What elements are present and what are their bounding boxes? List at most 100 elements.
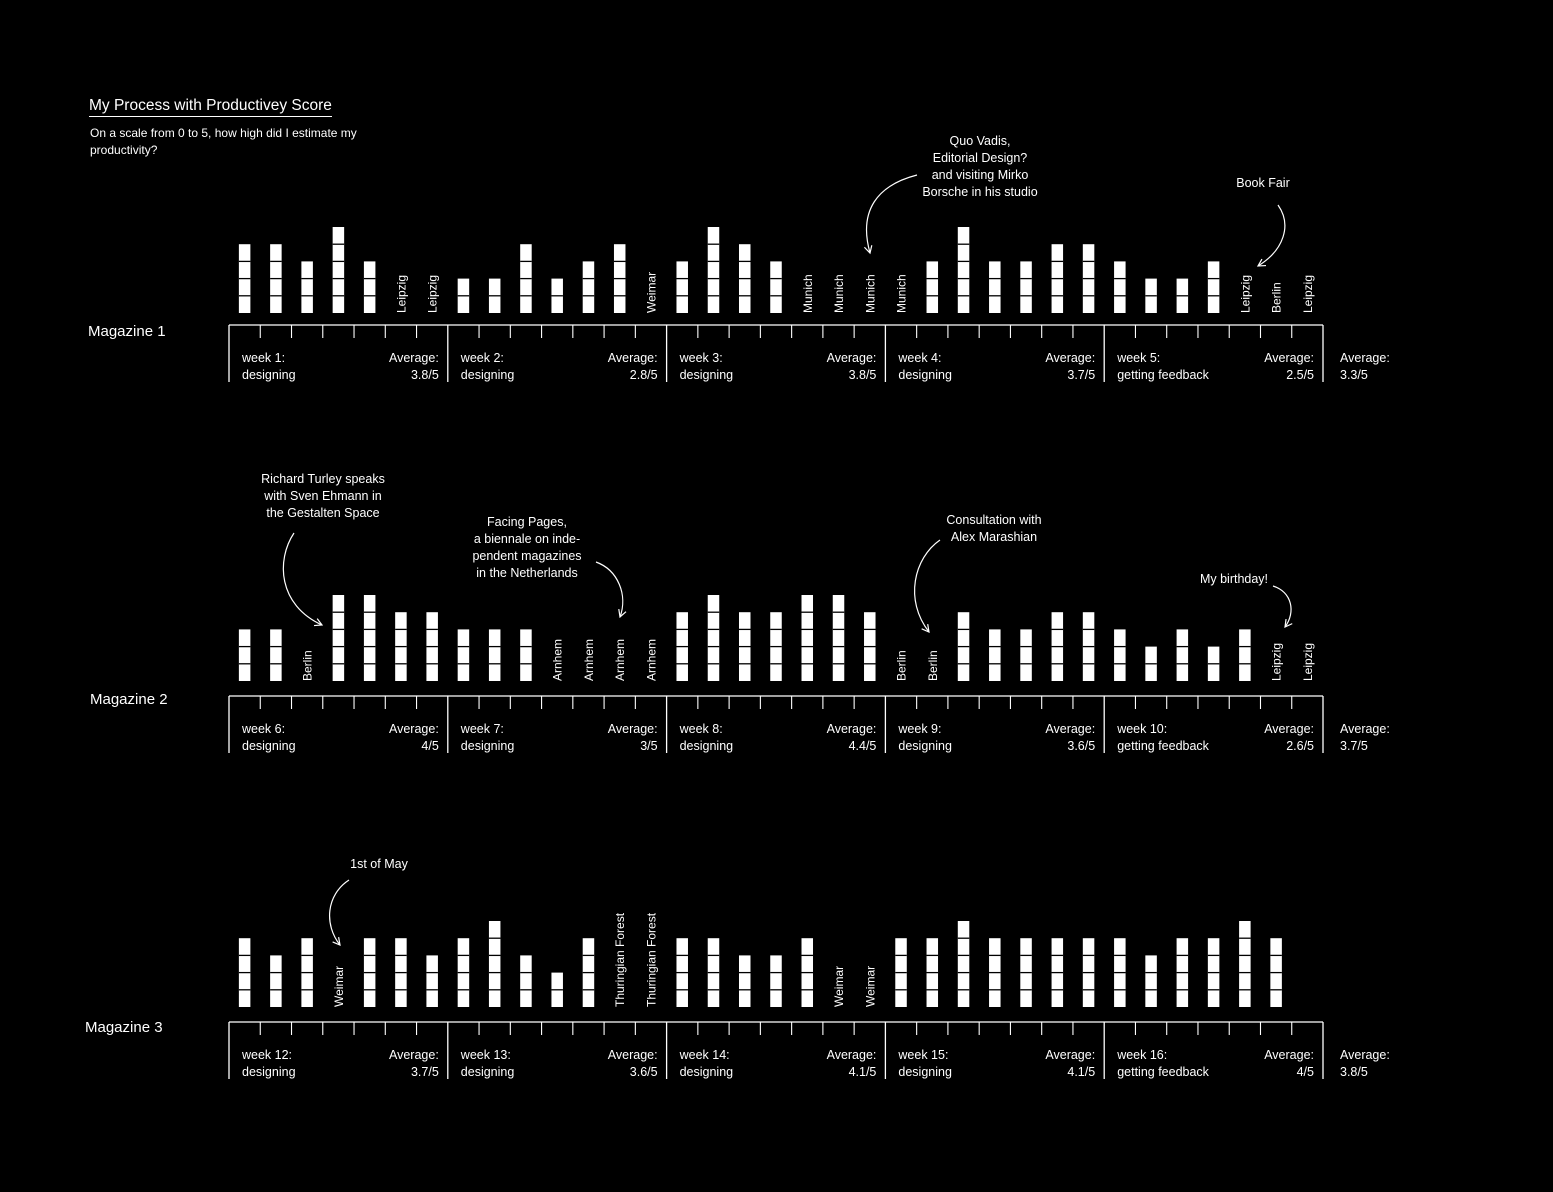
week-average-value: 3.8/5: [411, 368, 439, 382]
place-label: Arnhem: [644, 639, 658, 681]
place-label: Leipzig: [394, 275, 408, 313]
week-average-label: Average:: [827, 1048, 877, 1062]
score-bar: [270, 955, 282, 1007]
place-label: Leipzig: [1301, 275, 1315, 313]
place-label: Munich: [832, 274, 846, 313]
week-average-label: Average:: [389, 722, 439, 736]
score-bar: [707, 227, 720, 313]
week-phase: designing: [680, 368, 734, 382]
week-phase: designing: [242, 368, 296, 382]
magazine-row: Berlin Arnhem Arnhem Arnhem Arnhem Berlin Berl…: [228, 595, 1324, 753]
week-label: week 8:: [679, 722, 723, 736]
week-average-value: 4/5: [1297, 1065, 1314, 1079]
score-bar: [238, 629, 251, 681]
week-average-value: 3.6/5: [630, 1065, 658, 1079]
week-average-value: 3.7/5: [1067, 368, 1095, 382]
week-average-label: Average:: [1045, 722, 1095, 736]
overall-average-value: 3.7/5: [1340, 739, 1368, 753]
score-bar: [989, 629, 1001, 681]
week-average-label: Average:: [1045, 351, 1095, 365]
score-bar: [426, 955, 438, 1007]
week-average-value: 3.8/5: [849, 368, 877, 382]
annotation-text: 1st of May: [350, 857, 408, 871]
week-label: week 16:: [1116, 1048, 1167, 1062]
week-average-value: 2.6/5: [1286, 739, 1314, 753]
place-label: Weimar: [832, 966, 846, 1007]
week-average-label: Average:: [389, 351, 439, 365]
annotation-line: in the Netherlands: [476, 566, 577, 580]
place-label: Leipzig: [1301, 643, 1315, 681]
week-average-label: Average:: [827, 722, 877, 736]
week-label: week 14:: [679, 1048, 730, 1062]
score-bar: [301, 261, 313, 313]
week-phase: designing: [242, 1065, 296, 1079]
week-average-label: Average:: [1045, 1048, 1095, 1062]
place-label: Munich: [895, 274, 909, 313]
score-bar: [801, 595, 814, 681]
magazine-row: Weimar Thuringian Forest Thuringian Forest…: [228, 912, 1324, 1079]
week-average-label: Average:: [608, 1048, 658, 1062]
annotation-arrow: [329, 879, 350, 946]
chart-title: My Process with Productivey Score: [89, 97, 332, 117]
score-bar: [926, 261, 939, 313]
overall-average-label: Average:: [1340, 351, 1390, 365]
row-label: Magazine 3: [85, 1019, 163, 1036]
score-bar: [1114, 261, 1126, 313]
week-label: week 4:: [897, 351, 941, 365]
score-bar: [1020, 629, 1032, 681]
week-average-label: Average:: [608, 722, 658, 736]
annotation-text: My birthday!: [1200, 572, 1268, 586]
place-label: Thuringian Forest: [644, 912, 658, 1007]
week-phase: designing: [242, 739, 296, 753]
place-label: Berlin: [301, 650, 315, 681]
place-label: Munich: [801, 274, 815, 313]
place-label: Arnhem: [582, 639, 596, 681]
week-label: week 12:: [241, 1048, 292, 1062]
score-bar: [363, 595, 376, 681]
week-average-value: 3/5: [640, 739, 657, 753]
week-label: week 13:: [460, 1048, 511, 1062]
annotation-arrowhead: [332, 937, 341, 946]
score-bar: [488, 629, 501, 681]
week-label: week 3:: [679, 351, 723, 365]
score-bar: [520, 955, 532, 1007]
week-average-label: Average:: [389, 1048, 439, 1062]
place-label: Thuringian Forest: [613, 912, 627, 1007]
week-label: week 9:: [897, 722, 941, 736]
week-label: week 15:: [897, 1048, 948, 1062]
place-label: Leipzig: [426, 275, 440, 313]
annotation-text: Richard Turley speaks with Sven Ehmann in…: [261, 472, 385, 520]
score-bar: [1239, 921, 1251, 1007]
week-phase: designing: [461, 739, 515, 753]
place-label: Leipzig: [1270, 643, 1284, 681]
week-phase: designing: [898, 739, 952, 753]
week-average-label: Average:: [1264, 1048, 1314, 1062]
annotation-line: pendent magazines: [472, 549, 581, 563]
place-label: Weimar: [863, 966, 877, 1007]
week-label: week 10:: [1116, 722, 1167, 736]
annotation-line: a biennale on inde-: [474, 532, 580, 546]
annotation-line: with Sven Ehmann in: [263, 489, 381, 503]
week-average-value: 3.7/5: [411, 1065, 439, 1079]
week-label: week 5:: [1116, 351, 1160, 365]
week-phase: getting feedback: [1117, 368, 1209, 382]
place-label: Weimar: [332, 966, 346, 1007]
score-bar: [707, 595, 720, 681]
annotation-arrow: [865, 174, 918, 254]
annotation-arrowhead: [313, 618, 324, 627]
week-average-label: Average:: [608, 351, 658, 365]
overall-average-value: 3.3/5: [1340, 368, 1368, 382]
annotation-line: 1st of May: [350, 857, 408, 871]
week-phase: designing: [898, 1065, 952, 1079]
annotation-text: Quo Vadis, Editorial Design? and visiting …: [922, 134, 1037, 199]
overall-average-value: 3.8/5: [1340, 1065, 1368, 1079]
week-average-value: 4.4/5: [849, 739, 877, 753]
annotation-line: Editorial Design?: [933, 151, 1028, 165]
score-bar: [832, 595, 845, 681]
score-bar: [363, 261, 376, 313]
annotation-arrow: [1257, 204, 1286, 267]
annotation-text: Consultation with Alex Marashian: [946, 513, 1041, 544]
annotation-line: Consultation with: [946, 513, 1041, 527]
annotation-arrow: [914, 539, 941, 633]
